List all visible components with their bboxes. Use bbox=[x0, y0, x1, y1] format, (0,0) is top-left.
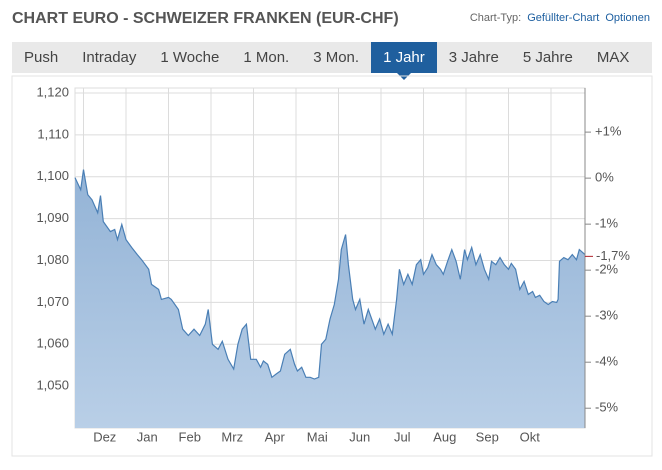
line bbox=[74, 169, 586, 380]
y-tick-label: 1,050 bbox=[36, 378, 69, 393]
chart-type-label: Chart-Typ: bbox=[469, 12, 522, 24]
x-tick-label: Mrz bbox=[221, 429, 243, 444]
x-tick-label: Jan bbox=[137, 429, 158, 444]
options-link[interactable]: Optionen bbox=[605, 12, 650, 24]
y-tick-label: 1,070 bbox=[36, 294, 69, 309]
tab[interactable]: 1 Mon. bbox=[243, 49, 290, 66]
y2-tick-label: -2% bbox=[595, 262, 619, 277]
x-tick-label: Apr bbox=[265, 429, 286, 444]
x-tick-label: Okt bbox=[520, 429, 541, 444]
tab[interactable]: 5 Jahre bbox=[522, 49, 573, 66]
x-tick-label: Mai bbox=[307, 429, 328, 444]
page-title: CHART EURO - SCHWEIZER FRANKEN (EUR-CHF) bbox=[12, 10, 399, 27]
area bbox=[75, 169, 585, 428]
x-tick-label: Dez bbox=[93, 429, 116, 444]
tab[interactable]: Push bbox=[24, 49, 59, 66]
y-tick-label: 1,080 bbox=[36, 252, 69, 267]
tab[interactable]: 3 Mon. bbox=[313, 49, 360, 66]
tab[interactable]: Intraday bbox=[82, 49, 137, 66]
tab[interactable]: 1 Woche bbox=[160, 49, 220, 66]
y-tick-label: 1,090 bbox=[36, 210, 69, 225]
x-tick-label: Feb bbox=[179, 429, 201, 444]
y-tick-label: 1,110 bbox=[37, 126, 69, 141]
tab[interactable]: MAX bbox=[596, 49, 630, 66]
last-change-label: -1,7% bbox=[596, 248, 630, 263]
x-tick-label: Sep bbox=[476, 429, 499, 444]
chart-type-bar: Chart-Typ: Gefüllter-Chart Optionen bbox=[470, 12, 650, 24]
chart-type-link[interactable]: Gefüllter-Chart bbox=[527, 12, 600, 24]
y2-tick-label: -3% bbox=[595, 308, 619, 323]
x-tick-label: Jul bbox=[394, 429, 411, 444]
y-tick-label: 1,120 bbox=[36, 84, 69, 99]
x-tick-label: Jun bbox=[349, 429, 370, 444]
y2-tick-label: -4% bbox=[595, 354, 619, 369]
y-tick-label: 1,100 bbox=[36, 168, 69, 183]
y2-tick-label: 0% bbox=[595, 170, 614, 185]
header: CHART EURO - SCHWEIZER FRANKEN (EUR-CHF)… bbox=[0, 0, 662, 40]
y-tick-label: 1,060 bbox=[36, 336, 69, 351]
y2-tick-label: -5% bbox=[595, 400, 619, 415]
chart-frame bbox=[11, 75, 653, 457]
x-tick-label: Aug bbox=[433, 429, 456, 444]
y2-tick-label: -1% bbox=[595, 216, 619, 231]
y2-tick-label: +1% bbox=[595, 124, 622, 139]
tab-bar: Push Intraday 1 Woche 1 Mon. 3 Mon. 1 Jahr 3 J… bbox=[12, 42, 652, 80]
tab[interactable]: 3 Jahre bbox=[448, 49, 499, 66]
